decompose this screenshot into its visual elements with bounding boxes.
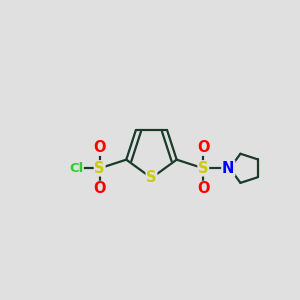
Text: N: N — [222, 161, 235, 176]
Text: O: O — [93, 182, 106, 196]
Text: S: S — [198, 161, 208, 176]
Text: N: N — [222, 161, 235, 176]
Text: O: O — [197, 182, 209, 196]
Text: O: O — [93, 140, 106, 155]
Text: S: S — [146, 170, 157, 185]
Text: Cl: Cl — [69, 162, 83, 175]
Text: O: O — [197, 140, 209, 155]
Text: S: S — [94, 161, 105, 176]
